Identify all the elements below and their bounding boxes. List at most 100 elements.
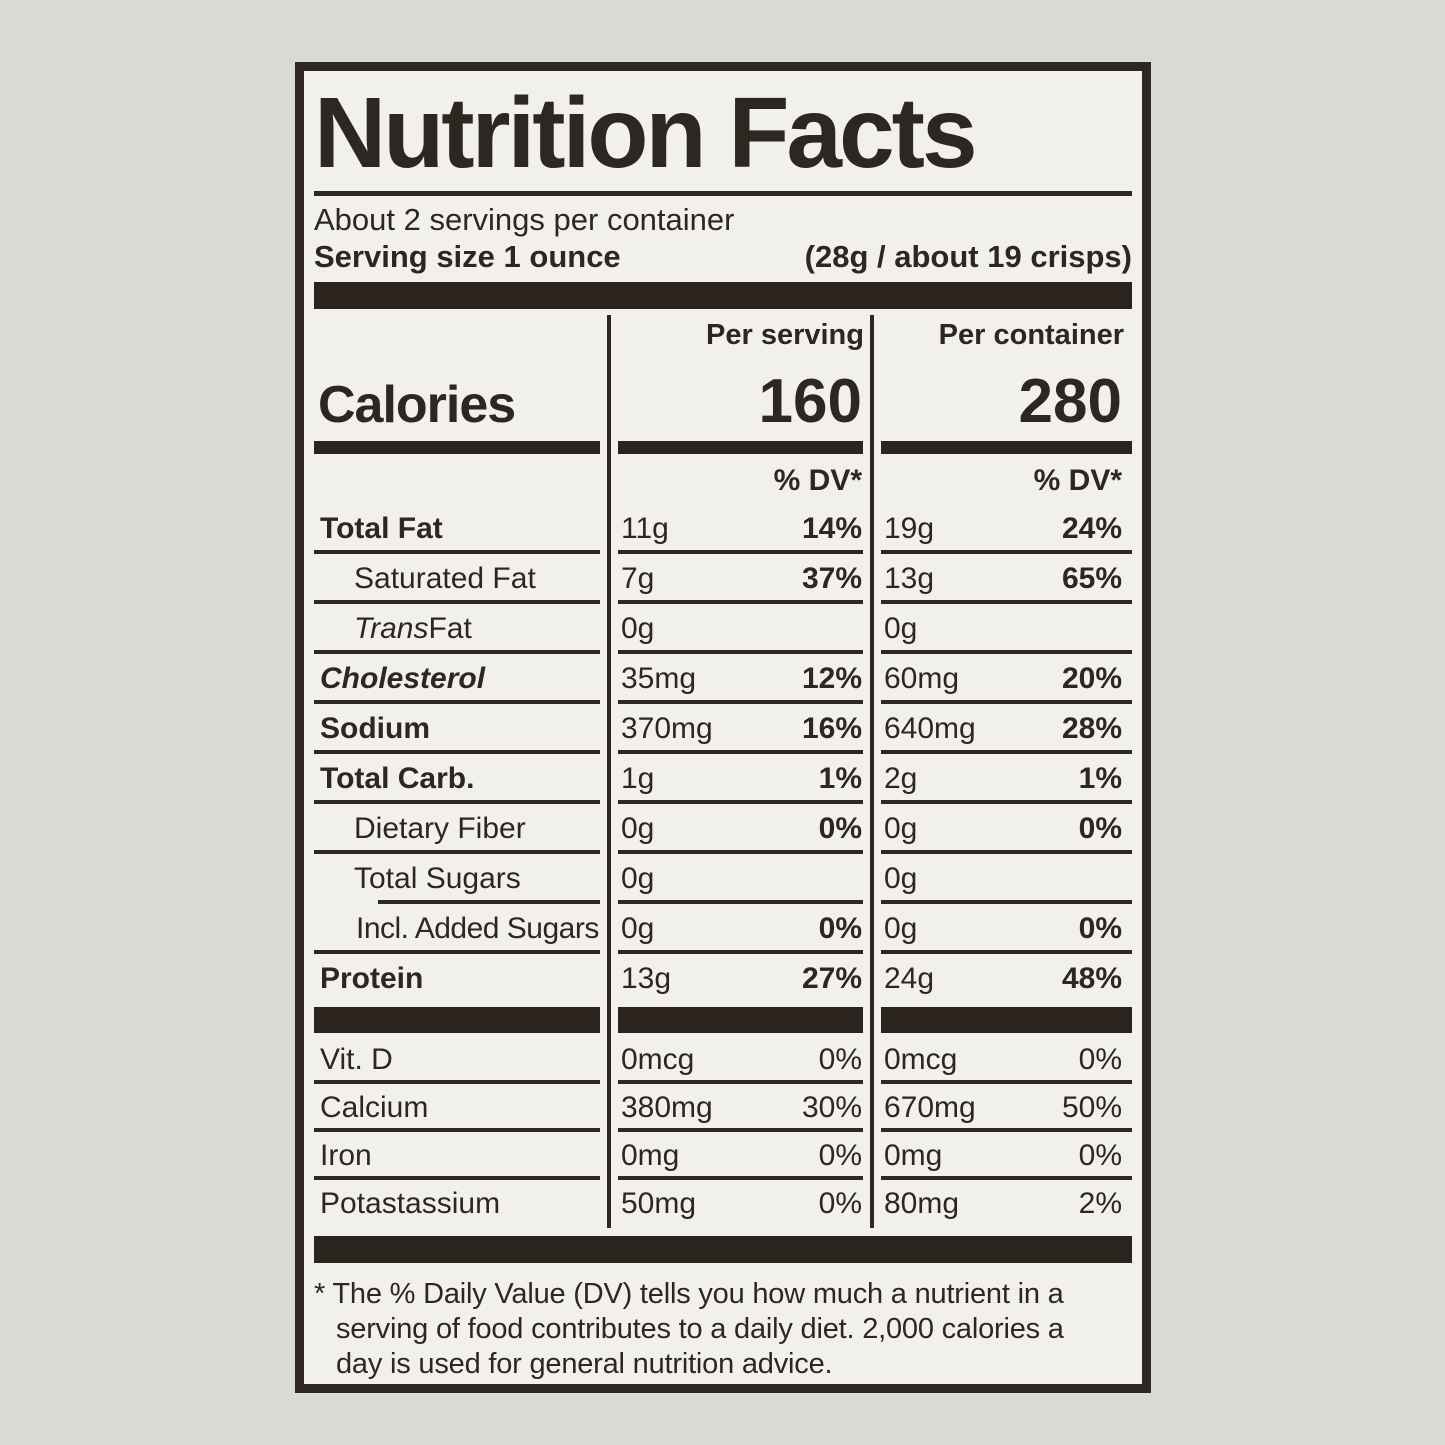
per-container-values: 80mg 2% <box>872 1180 1132 1228</box>
per-serving-values: 13g 27% <box>609 954 872 1004</box>
nutrient-row: Calcium 380mg 30% 670mg 50% <box>314 1084 1132 1132</box>
calories-label: Calories <box>318 376 516 434</box>
per-container-values: 13g 65% <box>872 554 1132 604</box>
container-dv: 0% <box>1078 1139 1122 1172</box>
header-spacer <box>314 315 609 355</box>
per-container-values: 0mg 0% <box>872 1132 1132 1180</box>
container-dv: 65% <box>1061 562 1122 595</box>
dv-header-container: % DV* <box>1033 464 1122 497</box>
container-dv: 1% <box>1078 762 1122 795</box>
serving-amount: 380mg <box>621 1091 713 1124</box>
serving-amount: 13g <box>621 962 672 995</box>
container-dv: 0% <box>1078 912 1122 945</box>
per-container-values: 0mcg 0% <box>872 1036 1132 1084</box>
nutrient-row: Trans Fat 0g 0g <box>314 604 1132 654</box>
bar-segment <box>618 441 863 454</box>
container-amount: 0g <box>884 862 918 895</box>
container-dv: 50% <box>1061 1091 1122 1124</box>
container-dv: 0% <box>1078 812 1122 845</box>
serving-amount: 0g <box>621 912 655 945</box>
container-amount: 24g <box>884 962 935 995</box>
nutrient-row: Sodium 370mg 16% 640mg 28% <box>314 704 1132 754</box>
nutrient-name: Incl. Added Sugars <box>314 904 609 954</box>
nutrient-name: Potastassium <box>320 1187 501 1220</box>
serving-dv: 37% <box>801 562 862 595</box>
column-divider-2 <box>870 315 874 1228</box>
per-serving-values: 7g 37% <box>609 554 872 604</box>
micronutrient-rows: Vit. D 0mcg 0% 0mcg 0% Calcium <box>314 1036 1132 1228</box>
per-container-values: 0g 0% <box>872 804 1132 854</box>
calories-per-container: 280 <box>1018 367 1122 436</box>
nutrient-row: Total Sugars 0g 0g <box>314 854 1132 904</box>
per-serving-values: 0g <box>609 854 872 904</box>
serving-amount: 370mg <box>621 712 713 745</box>
container-amount: 60mg <box>884 662 960 695</box>
container-dv: 24% <box>1061 512 1122 545</box>
nutrient-name: Saturated Fat <box>314 554 609 604</box>
per-serving-values: 0g 0% <box>609 904 872 954</box>
column-header-row: Per serving Per container <box>314 315 1132 355</box>
nutrient-row: Saturated Fat 7g 37% 13g 65% <box>314 554 1132 604</box>
bar-segment <box>618 1007 863 1033</box>
per-container-values: 60mg 20% <box>872 654 1132 704</box>
container-dv: 48% <box>1061 962 1122 995</box>
serving-amount: 1g <box>621 762 655 795</box>
container-amount: 670mg <box>884 1091 976 1124</box>
serving-amount: 7g <box>621 562 655 595</box>
container-dv: 2% <box>1078 1187 1122 1220</box>
container-amount: 0mcg <box>884 1043 958 1076</box>
serving-amount: 0g <box>621 862 655 895</box>
nutrient-row: Iron 0mg 0% 0mg 0% <box>314 1132 1132 1180</box>
footnote-line-1: * The % Daily Value (DV) tells you how m… <box>314 1278 1064 1310</box>
serving-dv: 27% <box>801 962 862 995</box>
bar-segment <box>314 1007 600 1033</box>
container-dv: 28% <box>1061 712 1122 745</box>
serving-amount: 0mcg <box>621 1043 695 1076</box>
nutrient-name: Total Sugars <box>314 854 609 904</box>
serving-dv: 0% <box>818 812 862 845</box>
container-amount: 2g <box>884 762 918 795</box>
per-container-values: 670mg 50% <box>872 1084 1132 1132</box>
calories-per-serving: 160 <box>758 367 862 436</box>
daily-value-header-row: % DV* % DV* <box>314 458 1132 504</box>
serving-size-row: Serving size 1 ounce (28g / about 19 cri… <box>314 238 1132 276</box>
serving-amount: 50mg <box>621 1187 697 1220</box>
dv-footnote: * The % Daily Value (DV) tells you how m… <box>314 1277 1132 1382</box>
nutrient-row: Vit. D 0mcg 0% 0mcg 0% <box>314 1036 1132 1084</box>
serving-dv: 30% <box>801 1091 862 1124</box>
bar-segment <box>881 1007 1132 1033</box>
nutrient-name: Dietary Fiber <box>314 804 609 854</box>
servings-per-container: About 2 servings per container <box>314 202 735 237</box>
per-serving-values: 0mcg 0% <box>609 1036 872 1084</box>
nutrient-name: Total Fat <box>314 504 609 554</box>
serving-dv: 14% <box>801 512 862 545</box>
per-serving-header: Per serving <box>706 318 864 351</box>
nutrient-row: Total Carb. 1g 1% 2g 1% <box>314 754 1132 804</box>
serving-dv: 1% <box>818 762 862 795</box>
nutrient-name: Sodium <box>314 704 609 754</box>
dv-spacer <box>314 458 609 504</box>
per-serving-values: 0mg 0% <box>609 1132 872 1180</box>
nutrient-name: Calcium <box>314 1084 609 1132</box>
container-amount: 80mg <box>884 1187 960 1220</box>
serving-amount: 35mg <box>621 662 697 695</box>
nutrient-row: Potastassium 50mg 0% 80mg 2% <box>314 1180 1132 1228</box>
serving-dv: 12% <box>801 662 862 695</box>
serving-dv: 0% <box>818 1043 862 1076</box>
container-amount: 0g <box>884 812 918 845</box>
nutrient-name: Vit. D <box>314 1036 609 1084</box>
per-container-values: 640mg 28% <box>872 704 1132 754</box>
container-dv: 0% <box>1078 1043 1122 1076</box>
container-amount: 640mg <box>884 712 976 745</box>
per-container-values: 24g 48% <box>872 954 1132 1004</box>
nutrient-row: Cholesterol 35mg 12% 60mg 20% <box>314 654 1132 704</box>
calories-underline <box>314 441 1132 454</box>
calories-row: Calories 160 280 <box>314 355 1132 439</box>
container-amount: 13g <box>884 562 935 595</box>
per-serving-values: 35mg 12% <box>609 654 872 704</box>
container-amount: 0g <box>884 912 918 945</box>
container-amount: 0mg <box>884 1139 943 1172</box>
nutrient-row: Incl. Added Sugars 0g 0% 0g 0% <box>314 904 1132 954</box>
column-divider-1 <box>607 315 611 1228</box>
